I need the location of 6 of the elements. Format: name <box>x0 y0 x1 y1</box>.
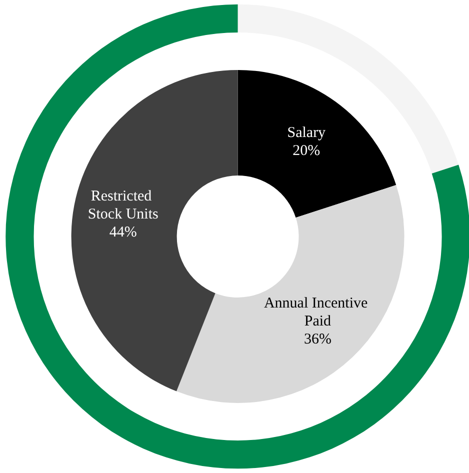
data-label: 36% <box>304 332 332 348</box>
slice-label: Salary <box>287 125 326 142</box>
data-label: 20% <box>292 143 320 160</box>
slice-label: Annual Incentive Paid <box>264 296 372 330</box>
slice-label: Restricted Stock Units <box>88 188 158 223</box>
data-label: 44% <box>109 224 137 241</box>
